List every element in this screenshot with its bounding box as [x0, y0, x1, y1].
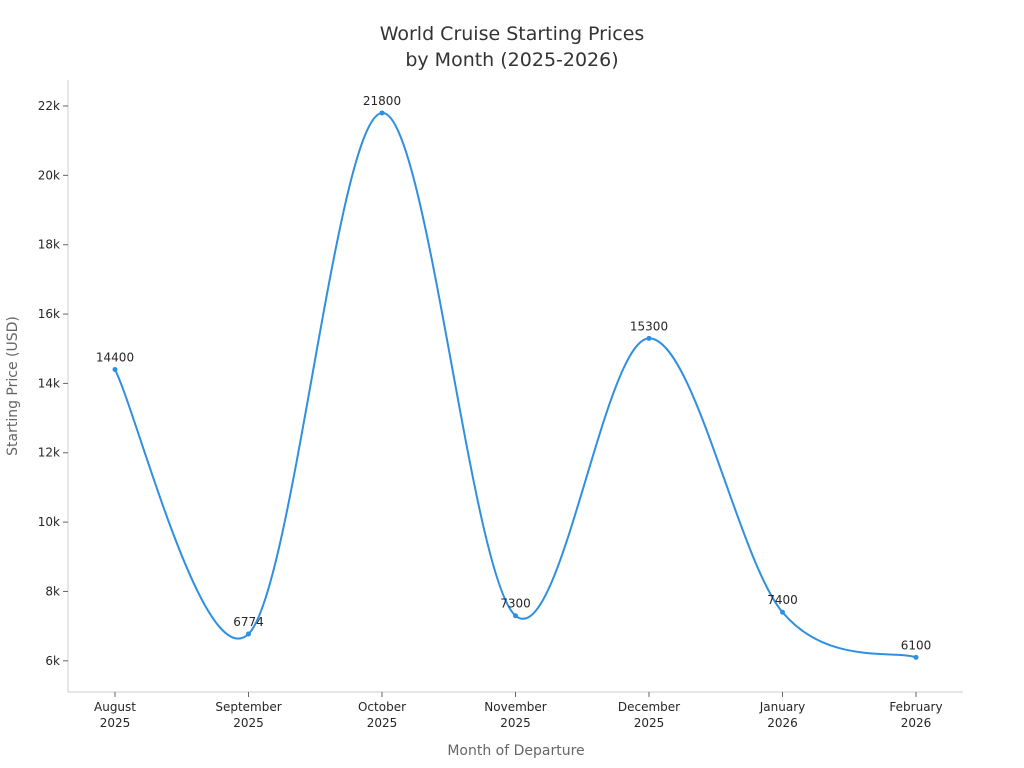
data-label: 7300 — [500, 597, 531, 611]
y-tick-label: 14k — [38, 376, 60, 390]
point — [112, 367, 118, 373]
y-tick-label: 20k — [38, 168, 60, 182]
point — [780, 609, 785, 615]
point — [379, 110, 385, 116]
x-tick-label: December 2025 — [618, 700, 680, 730]
point — [246, 631, 251, 637]
data-label: 6100 — [901, 638, 932, 652]
y-tick-label: 18k — [38, 238, 60, 252]
data-label: 6774 — [233, 615, 264, 629]
data-label: 14400 — [96, 351, 134, 365]
data-label: 15300 — [630, 319, 668, 333]
x-tick-label: November 2025 — [484, 700, 546, 730]
y-tick-label: 6k — [45, 654, 60, 668]
x-tick-label: August 2025 — [94, 700, 136, 730]
x-tick-label: January 2026 — [759, 700, 806, 730]
y-tick-label: 22k — [38, 99, 60, 113]
point — [646, 335, 652, 341]
y-tick-label: 12k — [38, 446, 60, 460]
y-axis-title: Starting Price (USD) — [5, 316, 21, 456]
x-tick-label: February 2026 — [889, 700, 942, 730]
point — [913, 654, 919, 660]
x-tick-label: October 2025 — [358, 700, 406, 730]
data-label: 21800 — [363, 94, 401, 108]
line — [114, 111, 917, 659]
x-tick-label: September 2025 — [215, 700, 281, 730]
chart-title: World Cruise Starting Prices by Month (20… — [380, 23, 645, 71]
point — [513, 613, 518, 619]
y-tick-label: 10k — [38, 515, 60, 529]
x-axis-title: Month of Departure — [447, 743, 584, 759]
y-tick-label: 8k — [45, 584, 60, 598]
y-tick-label: 16k — [38, 307, 60, 321]
data-label: 7400 — [767, 593, 798, 607]
